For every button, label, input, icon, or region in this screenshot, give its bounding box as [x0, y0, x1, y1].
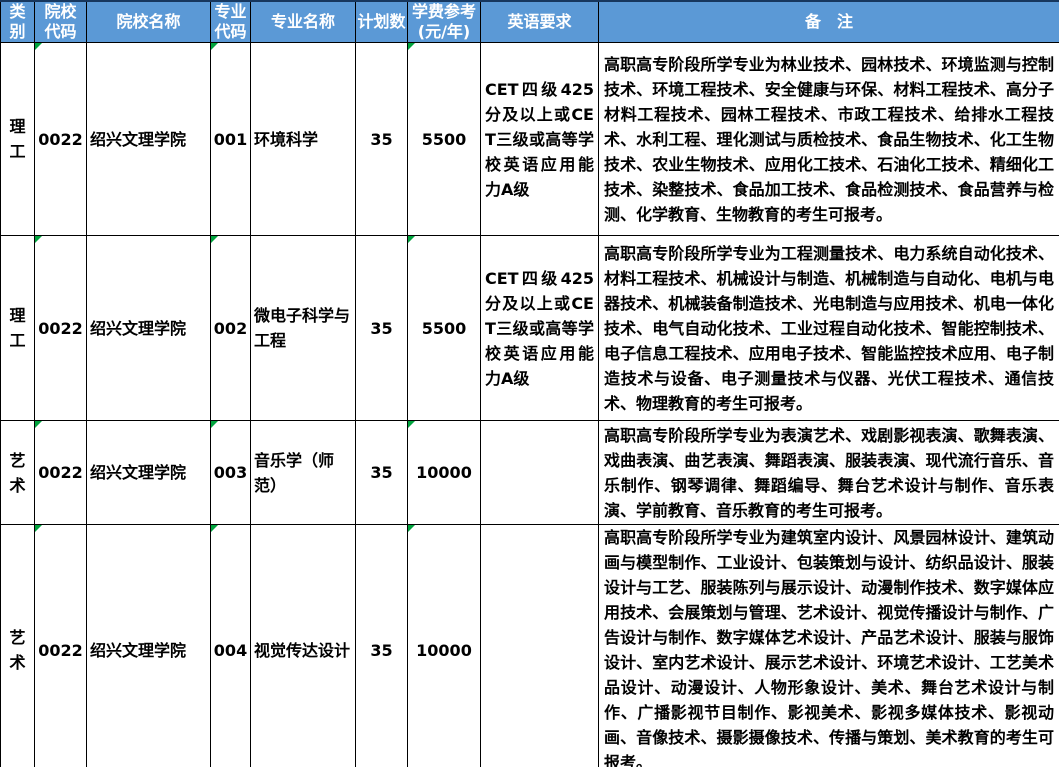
cell-remark[interactable]: 高职高专阶段所学专业为表演艺术、戏剧影视表演、歌舞表演、戏曲表演、曲艺表演、舞蹈… [598, 420, 1059, 525]
cell-college-code[interactable]: 0022 [34, 235, 87, 421]
cell-remark[interactable]: 高职高专阶段所学专业为工程测量技术、电力系统自动化技术、材料工程技术、机械设计与… [598, 235, 1059, 421]
cell-category[interactable]: 理工 [0, 235, 35, 421]
cell-college-code-value: 0022 [38, 463, 83, 482]
table-row: 艺术 0022 绍兴文理学院 004 视觉传达设计 35 10000 高职高专阶… [0, 524, 1059, 767]
cell-major-code[interactable]: 001 [210, 42, 251, 236]
cell-tuition[interactable]: 5500 [407, 42, 481, 236]
header-remark[interactable]: 备 注 [598, 0, 1059, 43]
header-college-code[interactable]: 院校 代码 [34, 0, 87, 43]
number-stored-as-text-flag-icon [408, 525, 415, 532]
header-college-name[interactable]: 院校名称 [86, 0, 211, 43]
cell-major-code-value: 003 [213, 463, 248, 482]
cell-tuition-value: 10000 [416, 463, 472, 482]
cell-college-name[interactable]: 绍兴文理学院 [86, 42, 211, 236]
cell-english-requirement[interactable]: CET四级425分及以上或CET三级或高等学校英语应用能力A级 [480, 42, 599, 236]
cell-plan-count[interactable]: 35 [355, 524, 408, 767]
cell-college-code-value: 0022 [38, 129, 83, 149]
cell-major-code-value: 001 [213, 129, 248, 149]
cell-major-code-value: 004 [213, 640, 248, 660]
table-row: 理工 0022 绍兴文理学院 002 微电子科学与工程 35 5500 CET四… [0, 235, 1059, 421]
cell-college-name[interactable]: 绍兴文理学院 [86, 235, 211, 421]
cell-college-code-value: 0022 [38, 318, 83, 338]
number-stored-as-text-flag-icon [408, 43, 415, 50]
header-major-code[interactable]: 专业 代码 [210, 0, 251, 43]
cell-college-code[interactable]: 0022 [34, 524, 87, 767]
cell-major-name[interactable]: 视觉传达设计 [250, 524, 356, 767]
table-row: 艺术 0022 绍兴文理学院 003 音乐学（师范） 35 10000 高职高专… [0, 420, 1059, 525]
cell-major-code[interactable]: 004 [210, 524, 251, 767]
cell-plan-count[interactable]: 35 [355, 420, 408, 525]
number-stored-as-text-flag-icon [211, 236, 218, 243]
number-stored-as-text-flag-icon [35, 236, 42, 243]
cell-major-code[interactable]: 003 [210, 420, 251, 525]
number-stored-as-text-flag-icon [35, 525, 42, 532]
header-english-requirement[interactable]: 英语要求 [480, 0, 599, 43]
cell-major-name[interactable]: 环境科学 [250, 42, 356, 236]
header-tuition[interactable]: 学费参考 (元/年) [407, 0, 481, 43]
cell-remark[interactable]: 高职高专阶段所学专业为林业技术、园林技术、环境监测与控制技术、环境工程技术、安全… [598, 42, 1059, 236]
cell-college-code[interactable]: 0022 [34, 420, 87, 525]
number-stored-as-text-flag-icon [211, 525, 218, 532]
cell-tuition[interactable]: 10000 [407, 524, 481, 767]
cell-tuition-value: 10000 [416, 640, 472, 660]
cell-major-code-value: 002 [213, 318, 248, 338]
cell-plan-count[interactable]: 35 [355, 235, 408, 421]
cell-english-requirement[interactable] [480, 524, 599, 767]
cell-college-code[interactable]: 0022 [34, 42, 87, 236]
cell-remark[interactable]: 高职高专阶段所学专业为建筑室内设计、风景园林设计、建筑动画与模型制作、工业设计、… [598, 524, 1059, 767]
table-row: 理工 0022 绍兴文理学院 001 环境科学 35 5500 CET四级425… [0, 42, 1059, 236]
cell-category[interactable]: 艺术 [0, 420, 35, 525]
cell-english-requirement[interactable] [480, 420, 599, 525]
header-category[interactable]: 类别 [0, 0, 35, 43]
cell-plan-count[interactable]: 35 [355, 42, 408, 236]
number-stored-as-text-flag-icon [211, 421, 218, 428]
number-stored-as-text-flag-icon [408, 421, 415, 428]
cell-tuition[interactable]: 5500 [407, 235, 481, 421]
cell-english-requirement[interactable]: CET四级425分及以上或CET三级或高等学校英语应用能力A级 [480, 235, 599, 421]
cell-tuition-value: 5500 [421, 129, 467, 149]
header-major-name[interactable]: 专业名称 [250, 0, 356, 43]
cell-tuition[interactable]: 10000 [407, 420, 481, 525]
cell-major-code[interactable]: 002 [210, 235, 251, 421]
header-row: 类别 院校 代码 院校名称 专业 代码 专业名称 计划数 学费参考 (元/年) … [0, 0, 1059, 43]
header-plan-count[interactable]: 计划数 [355, 0, 408, 43]
cell-college-code-value: 0022 [38, 640, 83, 660]
cell-category[interactable]: 艺术 [0, 524, 35, 767]
number-stored-as-text-flag-icon [408, 236, 415, 243]
cell-college-name[interactable]: 绍兴文理学院 [86, 524, 211, 767]
number-stored-as-text-flag-icon [35, 43, 42, 50]
cell-major-name[interactable]: 音乐学（师范） [250, 420, 356, 525]
number-stored-as-text-flag-icon [211, 43, 218, 50]
cell-category[interactable]: 理工 [0, 42, 35, 236]
cell-college-name[interactable]: 绍兴文理学院 [86, 420, 211, 525]
cell-tuition-value: 5500 [421, 318, 467, 338]
cell-major-name[interactable]: 微电子科学与工程 [250, 235, 356, 421]
number-stored-as-text-flag-icon [35, 421, 42, 428]
